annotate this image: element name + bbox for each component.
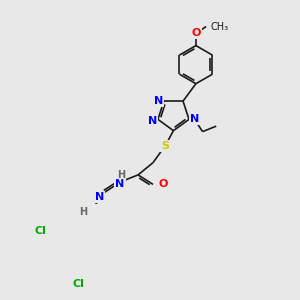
Text: N: N (95, 192, 104, 202)
Text: CH₃: CH₃ (210, 22, 228, 32)
Text: Cl: Cl (72, 279, 84, 290)
Text: H: H (80, 207, 88, 217)
Text: N: N (115, 179, 124, 189)
Text: H: H (117, 170, 125, 180)
Text: Cl: Cl (34, 226, 46, 236)
Text: N: N (154, 96, 163, 106)
Text: N: N (148, 116, 157, 126)
Text: S: S (161, 141, 169, 151)
Text: N: N (190, 114, 199, 124)
Text: O: O (191, 28, 201, 38)
Text: O: O (158, 179, 168, 189)
